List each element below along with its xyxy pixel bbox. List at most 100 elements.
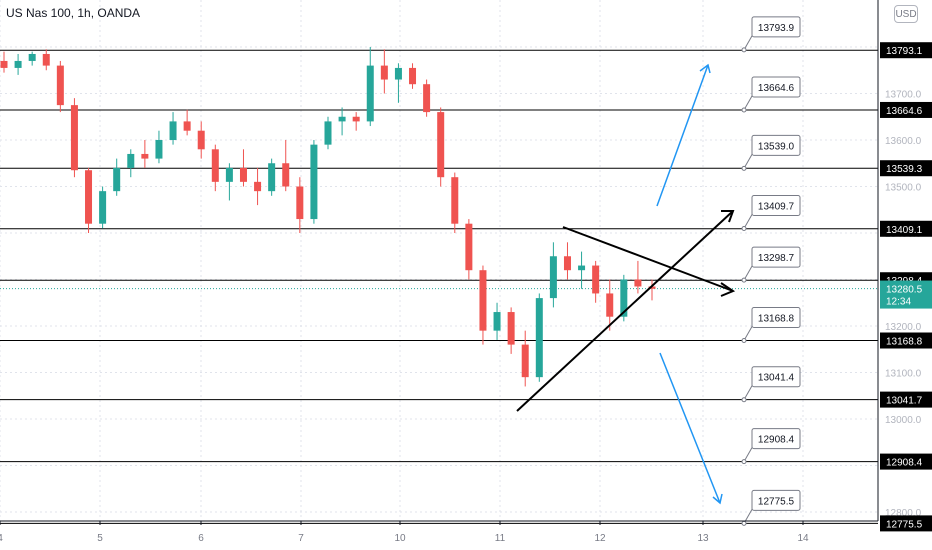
y-tick-label: 13100.0 xyxy=(885,369,922,380)
candle-body xyxy=(380,65,388,80)
candle-body xyxy=(211,149,219,182)
level-axis-label: 13041.7 xyxy=(886,396,923,407)
currency-button[interactable]: USD xyxy=(894,5,918,23)
countdown-label: 12:34 xyxy=(886,297,911,308)
candle-body xyxy=(268,163,276,192)
trendline-upper[interactable] xyxy=(562,226,734,292)
candle-body xyxy=(141,153,149,159)
current-price-label-bg xyxy=(880,280,932,309)
candle-body xyxy=(352,116,360,122)
callout-box[interactable] xyxy=(751,76,801,98)
callout-label: 13539.0 xyxy=(758,141,795,152)
candle-body xyxy=(155,140,163,159)
candle-body xyxy=(0,60,8,68)
candle-body xyxy=(648,286,656,289)
y-tick-label: 13600.0 xyxy=(885,136,922,147)
candle-body xyxy=(169,121,177,140)
candle-body xyxy=(423,84,431,113)
callout-box[interactable] xyxy=(751,489,801,511)
callout-label: 13793.9 xyxy=(758,23,795,34)
candles xyxy=(0,47,656,387)
arrow-down-head xyxy=(720,282,736,297)
trendline-lower[interactable] xyxy=(516,210,734,412)
callout-anchor xyxy=(741,107,747,113)
level-axis-label: 12908.4 xyxy=(886,458,923,469)
y-tick-label: 13000.0 xyxy=(885,415,922,426)
arrow-up-long-head xyxy=(699,63,711,74)
level-axis-label: 13793.1 xyxy=(886,46,923,57)
candle-body xyxy=(394,67,402,80)
callout-box[interactable] xyxy=(751,307,801,329)
arrow-down-long-line xyxy=(659,352,721,504)
arrow-up-long-line xyxy=(656,64,709,207)
candle-body xyxy=(535,298,543,378)
x-tick-label: 7 xyxy=(298,533,304,544)
x-tick-label: 12 xyxy=(594,533,606,544)
candle-body xyxy=(479,270,487,331)
candle-body xyxy=(225,167,233,182)
level-axis-label: 13168.8 xyxy=(886,337,923,348)
candle-body xyxy=(310,144,318,220)
candle-body xyxy=(578,265,586,271)
callout-anchor xyxy=(741,338,747,344)
callout-anchor xyxy=(741,397,747,403)
candle-body xyxy=(197,130,205,150)
level-axis-label: 13539.3 xyxy=(886,164,923,175)
callout-box[interactable] xyxy=(751,246,801,268)
callout-label: 13664.6 xyxy=(758,83,795,94)
candle-body xyxy=(549,256,557,299)
callout-box[interactable] xyxy=(751,194,801,216)
candle-body xyxy=(620,279,628,317)
candle-body xyxy=(282,163,290,187)
candle-body xyxy=(437,112,445,178)
callout-label: 13409.7 xyxy=(758,201,795,212)
candle-body xyxy=(606,293,614,317)
y-tick-label: 12800.0 xyxy=(885,508,922,519)
x-tick-label: 5 xyxy=(97,533,103,544)
x-tick-label: 4 xyxy=(0,533,3,544)
level-axis-label: 13664.6 xyxy=(886,106,923,117)
candle-body xyxy=(183,121,191,131)
level-axis-label: 13409.1 xyxy=(886,225,923,236)
x-tick-label: 11 xyxy=(495,533,506,544)
level-lines[interactable] xyxy=(0,49,878,524)
callout-box[interactable] xyxy=(751,134,801,156)
callout-box[interactable] xyxy=(751,366,801,388)
candle-body xyxy=(465,223,473,271)
candle-body xyxy=(42,53,50,66)
callout-anchor xyxy=(741,165,747,171)
arrow-up-head xyxy=(721,210,735,223)
x-tick-label: 10 xyxy=(394,533,406,544)
candle-body xyxy=(563,256,571,271)
candle-body xyxy=(239,167,247,182)
x-tick-label: 13 xyxy=(697,533,709,544)
callout-label: 13168.8 xyxy=(758,314,795,325)
candle-body xyxy=(113,167,121,192)
y-tick-label: 13500.0 xyxy=(885,183,922,194)
grid-layer xyxy=(0,0,878,521)
drawings[interactable] xyxy=(516,63,736,505)
candle-body xyxy=(296,186,304,220)
candle-body xyxy=(592,265,600,294)
current-price-label: 13280.5 xyxy=(886,285,923,296)
candle-body xyxy=(70,105,78,171)
candle-body xyxy=(507,312,515,345)
y-tick-label: 13200.0 xyxy=(885,322,922,333)
x-tick-label: 6 xyxy=(198,533,204,544)
candle-body xyxy=(366,65,374,122)
x-tick-label: 14 xyxy=(797,533,809,544)
arrow-down-long-head xyxy=(712,493,723,505)
callout-label: 12775.5 xyxy=(758,496,795,507)
candle-body xyxy=(28,53,36,61)
candle-body xyxy=(254,181,262,192)
callout-label: 12908.4 xyxy=(758,435,795,446)
level-callouts[interactable]: 13793.9 13664.6 13539.0 13409.7 13298.7 13168… xyxy=(741,16,801,526)
candle-body xyxy=(14,60,22,68)
callout-box[interactable] xyxy=(751,428,801,450)
candle-body xyxy=(56,65,64,106)
callout-box[interactable] xyxy=(751,16,801,38)
level-axis-label-bg xyxy=(880,160,932,177)
level-axis-label-bg xyxy=(880,101,932,118)
